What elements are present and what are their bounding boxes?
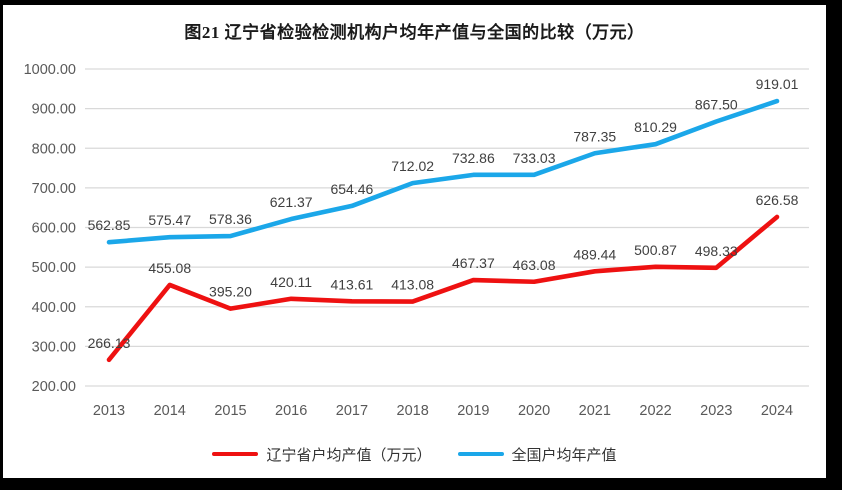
series-line-1 (106, 98, 780, 245)
x-tick-label: 2018 (397, 403, 429, 419)
data-label-series-1: 919.01 (756, 76, 799, 92)
x-tick-label: 2019 (457, 403, 489, 419)
data-label-series-0: 420.11 (270, 274, 312, 290)
x-tick-label: 2024 (761, 403, 793, 419)
legend-item-liaoning: 辽宁省户均产值（万元） (212, 444, 432, 465)
y-tick-label: 700.00 (32, 181, 76, 197)
legend-label-national: 全国户均年产值 (511, 446, 617, 464)
x-tick-label: 2014 (154, 403, 186, 419)
data-label-series-1: 867.50 (695, 97, 738, 113)
data-label-series-0: 500.87 (634, 242, 677, 258)
legend-item-national: 全国户均年产值 (457, 444, 617, 465)
x-tick-label: 2015 (214, 403, 246, 419)
x-tick-label: 2016 (275, 403, 307, 419)
data-label-series-0: 413.61 (330, 276, 373, 292)
x-tick-label: 2013 (93, 403, 125, 419)
y-tick-label: 300.00 (32, 339, 76, 355)
legend-label-liaoning: 辽宁省户均产值（万元） (266, 446, 432, 464)
y-tick-label: 200.00 (32, 379, 76, 395)
data-label-series-1: 810.29 (634, 119, 677, 135)
data-label-series-1: 575.47 (148, 212, 191, 228)
data-label-series-1: 654.46 (330, 181, 373, 197)
x-tick-label: 2021 (579, 403, 611, 419)
y-tick-label: 400.00 (32, 300, 76, 316)
data-label-series-1: 787.35 (573, 128, 616, 144)
y-tick-label: 900.00 (32, 102, 76, 118)
data-label-series-1: 621.37 (270, 194, 313, 210)
data-label-series-1: 733.03 (513, 150, 556, 166)
data-label-series-1: 562.85 (88, 217, 131, 233)
y-tick-label: 1000.00 (24, 62, 76, 78)
legend-swatch-liaoning-red-line (212, 451, 259, 457)
data-label-series-0: 266.13 (88, 335, 131, 351)
line-chart-plot-area: 200.00 300.00 400.00 500.00 600.00 700.00 800.… (24, 62, 809, 419)
x-tick-label: 2022 (639, 403, 671, 419)
x-tick-label: 2017 (336, 403, 368, 419)
data-label-series-1: 712.02 (391, 158, 434, 174)
data-label-series-0: 467.37 (452, 255, 495, 271)
legend-swatch-national-blue-line (457, 451, 504, 457)
data-label-series-0: 463.08 (513, 257, 556, 273)
x-tick-label: 2020 (518, 403, 550, 419)
data-label-series-0: 395.20 (209, 284, 252, 300)
chart-canvas: 图21 辽宁省检验检测机构户均年产值与全国的比较（万元） 200.00 300.0… (3, 5, 826, 478)
y-tick-label: 800.00 (32, 141, 76, 157)
data-label-series-0: 413.08 (391, 277, 434, 293)
data-label-series-0: 455.08 (148, 260, 191, 276)
legend: 辽宁省户均产值（万元） 全国户均年产值 (3, 434, 826, 474)
series-line-0 (106, 214, 780, 363)
data-label-series-1: 578.36 (209, 211, 252, 227)
x-tick-label: 2023 (700, 403, 732, 419)
data-label-series-1: 732.86 (452, 150, 495, 166)
data-label-series-0: 498.33 (695, 243, 738, 259)
data-label-series-0: 626.58 (756, 192, 799, 208)
data-label-series-0: 489.44 (573, 246, 616, 262)
chart-title: 图21 辽宁省检验检测机构户均年产值与全国的比较（万元） (184, 23, 645, 42)
y-tick-label: 600.00 (32, 221, 76, 237)
y-tick-label: 500.00 (32, 260, 76, 276)
